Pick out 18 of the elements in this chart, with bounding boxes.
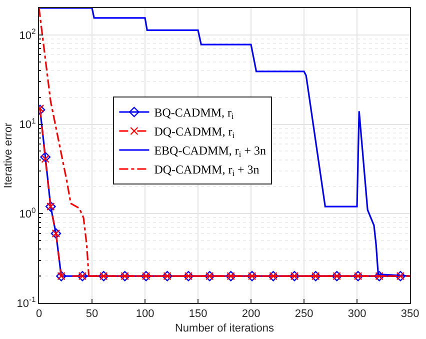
- x-tick-label: 50: [86, 308, 98, 320]
- x-tick-label: 300: [348, 308, 366, 320]
- y-tick-label: 10$^{0}$: [19, 206, 36, 220]
- x-tick-label: 100: [136, 308, 154, 320]
- x-axis-title: Number of iterations: [174, 322, 275, 334]
- legend-label: DQ-CADMM, r$_{i}$ + 3n: [154, 162, 260, 178]
- y-tick-label: 10$^{1}$: [19, 116, 36, 132]
- x-tick-label: 0: [36, 308, 42, 320]
- x-tick-label: 150: [188, 308, 208, 320]
- y-tick-label: 10$^{2}$: [19, 27, 36, 42]
- x-tick-label: 200: [242, 308, 260, 320]
- legend-label: EBQ-CADMM, r$_{i}$ + 3n: [154, 144, 266, 160]
- y-tick-label: 10$^{-1}$: [16, 295, 36, 310]
- legend-label: BQ-CADMM, r$_{i}$: [154, 106, 235, 122]
- legend-label: DQ-CADMM, r$_{i}$: [154, 124, 236, 140]
- x-tick-label: 250: [294, 308, 314, 320]
- x-tick-label: 350: [400, 308, 420, 320]
- y-axis-title: Iterative error: [2, 122, 14, 188]
